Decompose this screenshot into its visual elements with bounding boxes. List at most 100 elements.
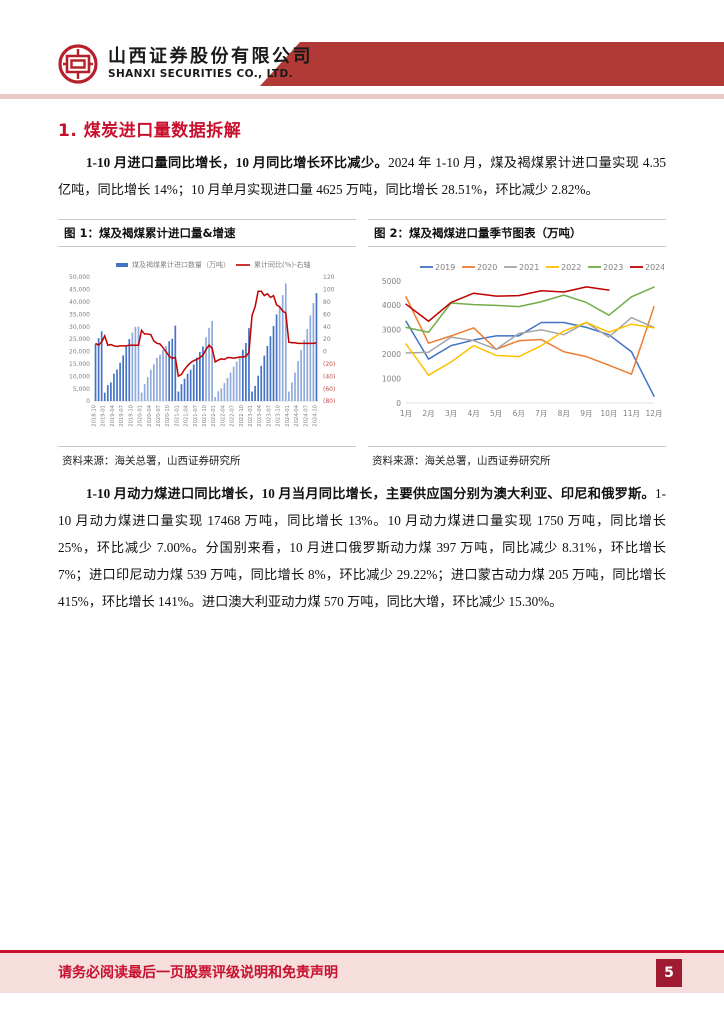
svg-text:2022-07: 2022-07	[230, 405, 236, 427]
svg-text:2021-07: 2021-07	[193, 405, 199, 427]
page-header: 行业研究/行业月度报告 山西证券股份有限公司 SHANXI SECURITIES…	[0, 0, 724, 100]
svg-text:2023-04: 2023-04	[257, 404, 263, 426]
figure-2: 图 2：煤及褐煤进口量季节图表（万吨） 2019 2020 2021 2022 2023…	[368, 219, 666, 472]
svg-text:50,000: 50,000	[69, 274, 90, 281]
svg-text:30,000: 30,000	[69, 324, 90, 331]
svg-text:2018-10: 2018-10	[92, 405, 98, 427]
svg-text:20,000: 20,000	[69, 349, 90, 356]
paragraph-2-body: 1-10 月动力煤进口量实现 17468 万吨，同比增长 13%。10 月动力煤…	[58, 486, 666, 610]
svg-text:2020-01: 2020-01	[138, 405, 144, 427]
svg-text:2021-01: 2021-01	[174, 405, 180, 427]
figure-1-title: 图 1：煤及褐煤累计进口量&增速	[58, 219, 356, 248]
svg-text:2月: 2月	[422, 409, 434, 418]
seasonal-import-chart: 2019 2020 2021 2022 2023 2024 0 1000 2000 3000 400…	[382, 263, 664, 418]
svg-text:2022-10: 2022-10	[239, 405, 245, 427]
svg-text:2022: 2022	[561, 263, 581, 272]
paragraph-1-body: 2024 年 1-10 月，煤及褐煤累计进口量实现 4.35 亿吨，同比增长 1…	[58, 155, 667, 198]
svg-text:3000: 3000	[382, 326, 401, 335]
paragraph-2: 1-10 月动力煤进口同比增长，10 月当月同比增长，主要供应国分别为澳大利亚、…	[58, 480, 666, 615]
footer-band	[0, 953, 724, 993]
svg-text:2019-04: 2019-04	[110, 404, 116, 426]
svg-text:7月: 7月	[535, 409, 547, 418]
header-divider-white	[0, 99, 724, 100]
footer-accent-line	[0, 950, 724, 953]
svg-text:80: 80	[323, 299, 331, 306]
svg-text:2000: 2000	[382, 350, 401, 359]
svg-text:1月: 1月	[400, 409, 412, 418]
company-name-block: 山西证券股份有限公司 SHANXI SECURITIES CO., LTD.	[108, 45, 313, 81]
svg-text:2021-04: 2021-04	[184, 404, 190, 426]
figure-2-title: 图 2：煤及褐煤进口量季节图表（万吨）	[368, 219, 666, 248]
shanxi-securities-logo-icon	[58, 44, 98, 84]
svg-text:12月: 12月	[645, 409, 662, 418]
svg-text:40,000: 40,000	[69, 299, 90, 306]
svg-text:10月: 10月	[600, 409, 617, 418]
svg-text:9月: 9月	[580, 409, 592, 418]
company-name-cn: 山西证券股份有限公司	[108, 45, 313, 67]
figure-1-source: 资料来源：海关总署，山西证券研究所	[62, 455, 241, 468]
svg-text:2023-07: 2023-07	[266, 405, 272, 427]
svg-text:60: 60	[323, 312, 331, 319]
svg-text:5000: 5000	[382, 277, 401, 286]
paragraph-1: 1-10 月进口量同比增长，10 月同比增长环比减少。2024 年 1-10 月…	[58, 149, 666, 203]
svg-text:2020: 2020	[477, 263, 497, 272]
svg-text:2024-07: 2024-07	[303, 405, 309, 427]
svg-text:45,000: 45,000	[69, 287, 90, 294]
svg-text:10,000: 10,000	[69, 374, 90, 381]
svg-text:5,000: 5,000	[73, 386, 90, 393]
svg-text:2021-10: 2021-10	[202, 405, 208, 427]
footer-disclaimer: 请务必阅读最后一页股票评级说明和免责声明	[58, 965, 338, 981]
svg-text:(40): (40)	[323, 374, 335, 381]
svg-text:11月: 11月	[623, 409, 640, 418]
svg-text:(80): (80)	[323, 398, 335, 405]
header-red-band	[260, 42, 724, 86]
svg-text:2019-01: 2019-01	[101, 405, 107, 427]
svg-text:累计同比(%)-右轴: 累计同比(%)-右轴	[254, 260, 311, 269]
header-divider	[0, 94, 724, 99]
svg-text:0: 0	[323, 349, 327, 356]
svg-text:2020-07: 2020-07	[156, 405, 162, 427]
svg-text:8月: 8月	[558, 409, 570, 418]
svg-text:2024-04: 2024-04	[294, 404, 300, 426]
company-name-en: SHANXI SECURITIES CO., LTD.	[108, 67, 293, 80]
report-type-label: 行业研究/行业月度报告	[541, 14, 682, 29]
svg-text:100: 100	[323, 287, 335, 294]
svg-text:2023-10: 2023-10	[276, 405, 282, 427]
figure-1-chart: 煤及褐煤累计进口数量（万吨） 累计同比(%)-右轴 0 5,000 10,000 15,0…	[58, 247, 356, 448]
svg-text:2022-01: 2022-01	[211, 405, 217, 427]
svg-text:1000: 1000	[382, 375, 401, 384]
svg-text:2024: 2024	[645, 263, 664, 272]
section-title: 1. 煤炭进口量数据拆解	[58, 121, 242, 141]
svg-text:20: 20	[323, 336, 331, 343]
svg-text:15,000: 15,000	[69, 361, 90, 368]
svg-text:40: 40	[323, 324, 331, 331]
svg-text:5月: 5月	[490, 409, 502, 418]
svg-text:3月: 3月	[445, 409, 457, 418]
svg-text:25,000: 25,000	[69, 336, 90, 343]
svg-text:2024-01: 2024-01	[285, 405, 291, 427]
cumulative-import-chart: 煤及褐煤累计进口数量（万吨） 累计同比(%)-右轴 0 5,000 10,000 15,0…	[69, 260, 335, 427]
svg-text:2021: 2021	[519, 263, 539, 272]
figure-row: 图 1：煤及褐煤累计进口量&增速 煤及褐煤累计进口数量（万吨） 累计同比(%)-右…	[58, 219, 666, 472]
paragraph-1-lead: 1-10 月进口量同比增长，10 月同比增长环比减少。	[86, 155, 389, 170]
svg-text:2024-10: 2024-10	[313, 405, 319, 427]
svg-text:35,000: 35,000	[69, 312, 90, 319]
svg-text:6月: 6月	[513, 409, 525, 418]
svg-text:2019: 2019	[435, 263, 455, 272]
svg-text:2023: 2023	[603, 263, 623, 272]
svg-text:2019-10: 2019-10	[128, 405, 134, 427]
svg-text:煤及褐煤累计进口数量（万吨）: 煤及褐煤累计进口数量（万吨）	[132, 260, 230, 269]
svg-text:2020-10: 2020-10	[165, 405, 171, 427]
svg-text:4000: 4000	[382, 301, 401, 310]
company-logo-block: 山西证券股份有限公司 SHANXI SECURITIES CO., LTD.	[58, 44, 313, 84]
svg-text:0: 0	[396, 399, 401, 408]
svg-text:(20): (20)	[323, 361, 335, 368]
svg-text:0: 0	[86, 398, 90, 405]
figure-2-chart: 2019 2020 2021 2022 2023 2024 0 1000 2000 3000 400…	[368, 247, 666, 448]
svg-text:2020-04: 2020-04	[147, 404, 153, 426]
svg-text:2023-01: 2023-01	[248, 405, 254, 427]
paragraph-2-lead: 1-10 月动力煤进口同比增长，10 月当月同比增长，主要供应国分别为澳大利亚、…	[86, 486, 655, 502]
figure-1: 图 1：煤及褐煤累计进口量&增速 煤及褐煤累计进口数量（万吨） 累计同比(%)-右…	[58, 219, 356, 472]
svg-text:2019-07: 2019-07	[119, 405, 125, 427]
svg-text:120: 120	[323, 274, 335, 281]
